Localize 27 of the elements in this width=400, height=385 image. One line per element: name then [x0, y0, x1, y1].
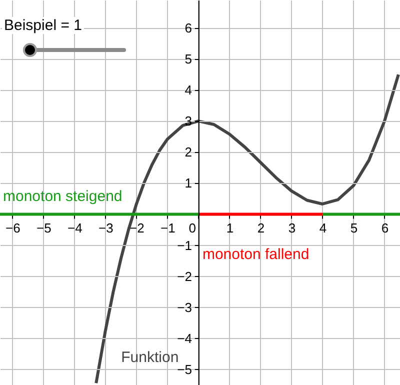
x-tick-label: −3	[98, 220, 114, 236]
x-tick-label: −1	[160, 220, 176, 236]
annotation: Beispiel = 1	[2, 17, 84, 34]
x-tick-label: 0	[188, 220, 196, 236]
y-tick-label: 5	[184, 51, 192, 66]
y-tick-label: 4	[184, 82, 192, 98]
x-tick-label: −5	[36, 220, 52, 236]
x-tick-label: 3	[288, 220, 296, 236]
text: monoton fallend	[202, 246, 310, 264]
x-tick-label: 6	[381, 220, 389, 236]
y-tick-label: −3	[177, 300, 192, 315]
y-tick-label: 1	[184, 176, 192, 191]
y-tick-label: 6	[184, 20, 192, 36]
x-tick-label: 5	[350, 220, 358, 236]
x-tick-label: −2	[130, 220, 144, 236]
series-label: Funktion	[121, 349, 179, 366]
x-tick-label: 4	[319, 220, 327, 236]
x-tick-label: −6	[5, 220, 20, 236]
x-tick-label: 1	[226, 220, 234, 236]
y-tick-label: −5	[177, 362, 192, 377]
x-tick-label: 2	[257, 220, 265, 236]
y-tick-label: 2	[184, 144, 192, 160]
series-label: monoton steigend	[3, 188, 122, 206]
y-tick-label: −1	[177, 238, 192, 253]
x-tick-label: −4	[68, 220, 82, 236]
y-tick-label: −4	[177, 330, 192, 346]
y-tick-label: −2	[177, 268, 192, 284]
